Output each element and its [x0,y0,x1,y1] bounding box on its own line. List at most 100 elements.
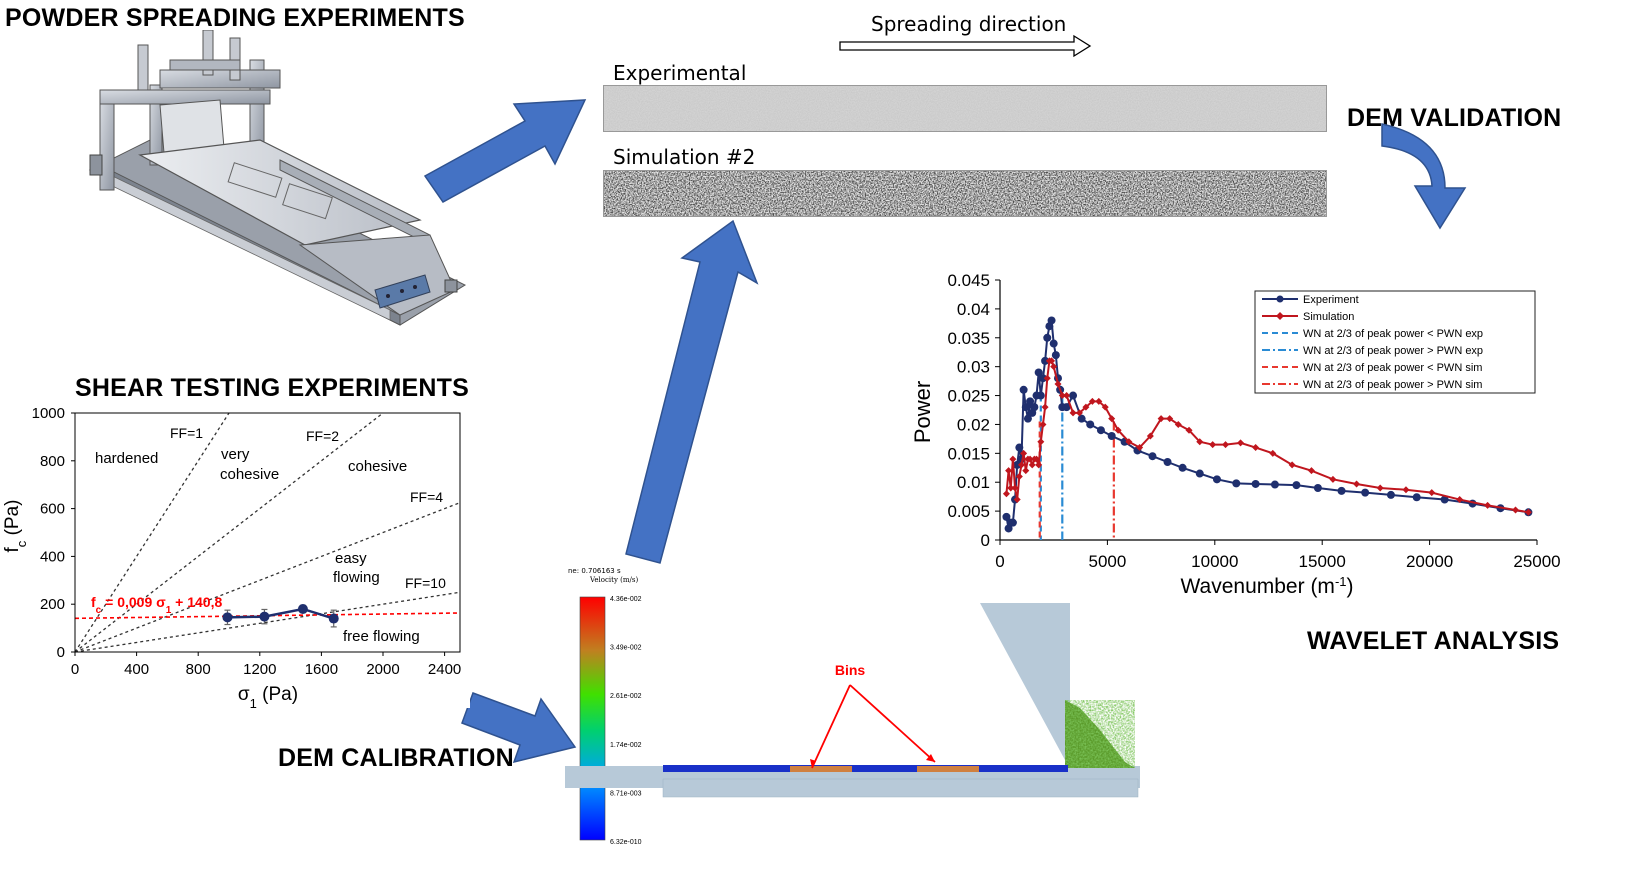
arrow-dem-to-strips [625,219,759,564]
shear-x-tick-label: 2000 [366,661,399,678]
simulation-point [1146,432,1154,440]
bins-label: Bins [835,662,866,678]
simulation-point [1222,441,1230,449]
experiment-point [1178,463,1187,472]
legend-label-experiment: Experiment [1303,294,1359,306]
shear-plot-frame [74,412,461,653]
simulation-point [1054,380,1062,388]
shear-y-tick-label: 400 [40,548,65,565]
substrate-lower [662,778,1139,798]
colorbar-ticks: 4.36e-002 3.49e-002 2.61e-002 1.74e-002 8.71… [610,596,642,845]
experiment-point [1047,316,1056,325]
wavelet-y-tick-label: 0.04 [957,300,990,319]
dem-simulation-view: Bins 4.36e-002 3.49e-002 2.61e-002 1.74e-00… [565,596,1140,845]
legend-entry-wn-sim-low: WN at 2/3 of peak power < PWN sim [1262,362,1482,374]
wavelet-y-tick-label: 0.03 [957,358,990,377]
legend-entry-experiment: Experiment [1262,294,1359,306]
simulation-point [1028,461,1036,469]
dem-colorbar-title: Velocity (m/s) [590,576,639,584]
simulation-point [1185,426,1193,434]
wavelet-x-tick-label: 0 [995,552,1004,571]
experiment-point [1361,488,1370,497]
region-free-flowing: free flowing [343,628,420,645]
experiment-point [1041,356,1050,365]
experiment-point [1002,512,1011,521]
experiment-point [1337,486,1346,495]
wavelet-y-tick-label: 0.025 [947,387,990,406]
ff2-label: FF=2 [306,428,339,444]
wavelet-series [1002,316,1533,533]
simulation-point [1402,486,1410,494]
simulation-point [1288,461,1296,469]
dem-time-label: ne: 0.706163 s [568,567,621,575]
legend-entry-wn-exp-high: WN at 2/3 of peak power > PWN exp [1262,345,1483,357]
legend-entry-simulation: Simulation [1262,311,1354,323]
legend-label-wn-exp-high: WN at 2/3 of peak power > PWN exp [1303,345,1483,357]
experiment-point [1212,475,1221,484]
colorbar-tick-label: 4.36e-002 [610,596,642,603]
simulation-point [1005,467,1013,475]
shear-data-point [328,613,339,624]
experiment-point [1013,460,1022,469]
simulation-point [1196,438,1204,446]
shear-x-tick-label: 2400 [428,661,461,678]
experiment-point [1030,403,1039,412]
simulation-point [1329,475,1337,483]
experiment-point [1232,479,1241,488]
simulation-point [1428,489,1436,497]
experiment-point [1440,495,1449,504]
simulation-point [1050,363,1058,371]
legend-entry-wn-sim-high: WN at 2/3 of peak power > PWN sim [1262,379,1482,391]
legend-label-wn-exp-low: WN at 2/3 of peak power < PWN exp [1303,328,1483,340]
experiment-point [1021,403,1030,412]
experiment-point [1043,333,1052,342]
experiment-point [1270,480,1279,489]
experiment-point [1034,368,1043,377]
simulation-point [1095,397,1103,405]
arrow-to-strips [423,99,587,203]
experiment-point [1069,391,1078,400]
wavelet-legend: Experiment Simulation WN at 2/3 of peak … [1254,290,1536,394]
shear-x-tick-label: 1600 [305,661,338,678]
colorbar-tick-label: 2.61e-002 [610,693,642,700]
experiment-point [1163,458,1172,466]
legend-entry-wn-exp-low: WN at 2/3 of peak power < PWN exp [1262,328,1483,340]
wavelet-x-tick-label: 5000 [1088,552,1126,571]
wavelet-ylabel: Power [910,381,935,443]
simulation-point [1069,409,1077,417]
experiment-point [1019,385,1028,394]
shear-x-tick-label: 0 [71,661,79,678]
simulation-point [1035,461,1043,469]
simulation-point [1108,415,1116,423]
shear-y-tick-label: 600 [40,501,65,518]
wavelet-xlabel: Wavenumber (m-1) [1181,574,1354,599]
simulation-point [1376,484,1384,492]
colorbar-tick-label: 3.49e-002 [610,645,642,652]
ff-line-0 [74,412,230,653]
simulation-strip [603,170,1327,217]
simulation-label: Simulation #2 [613,145,756,169]
simulation-point [1017,461,1025,469]
simulation-point [1307,467,1315,475]
simulation-point [1048,357,1056,365]
simulation-point [1353,480,1361,488]
experiment-point [1038,374,1047,383]
title-shear-testing: SHEAR TESTING EXPERIMENTS [75,374,469,402]
simulation-point [1136,444,1144,452]
simulation-point [1058,392,1066,400]
arrow-dem-validation [1381,123,1467,230]
simulation-point [1209,441,1217,449]
experiment-point [1026,397,1035,406]
spreading-direction-arrow [839,34,1092,58]
series-line-simulation [1005,359,1529,514]
ff4-label: FF=4 [410,489,443,505]
experiment-point [1292,481,1301,490]
simulation-point [1009,455,1017,463]
velocity-colorbar [579,596,606,841]
experiment-point [1062,403,1071,412]
region-cohesive: cohesive [348,458,407,475]
simulation-point [1088,397,1096,405]
simulation-point [1015,472,1023,480]
experiment-point [1313,484,1322,492]
